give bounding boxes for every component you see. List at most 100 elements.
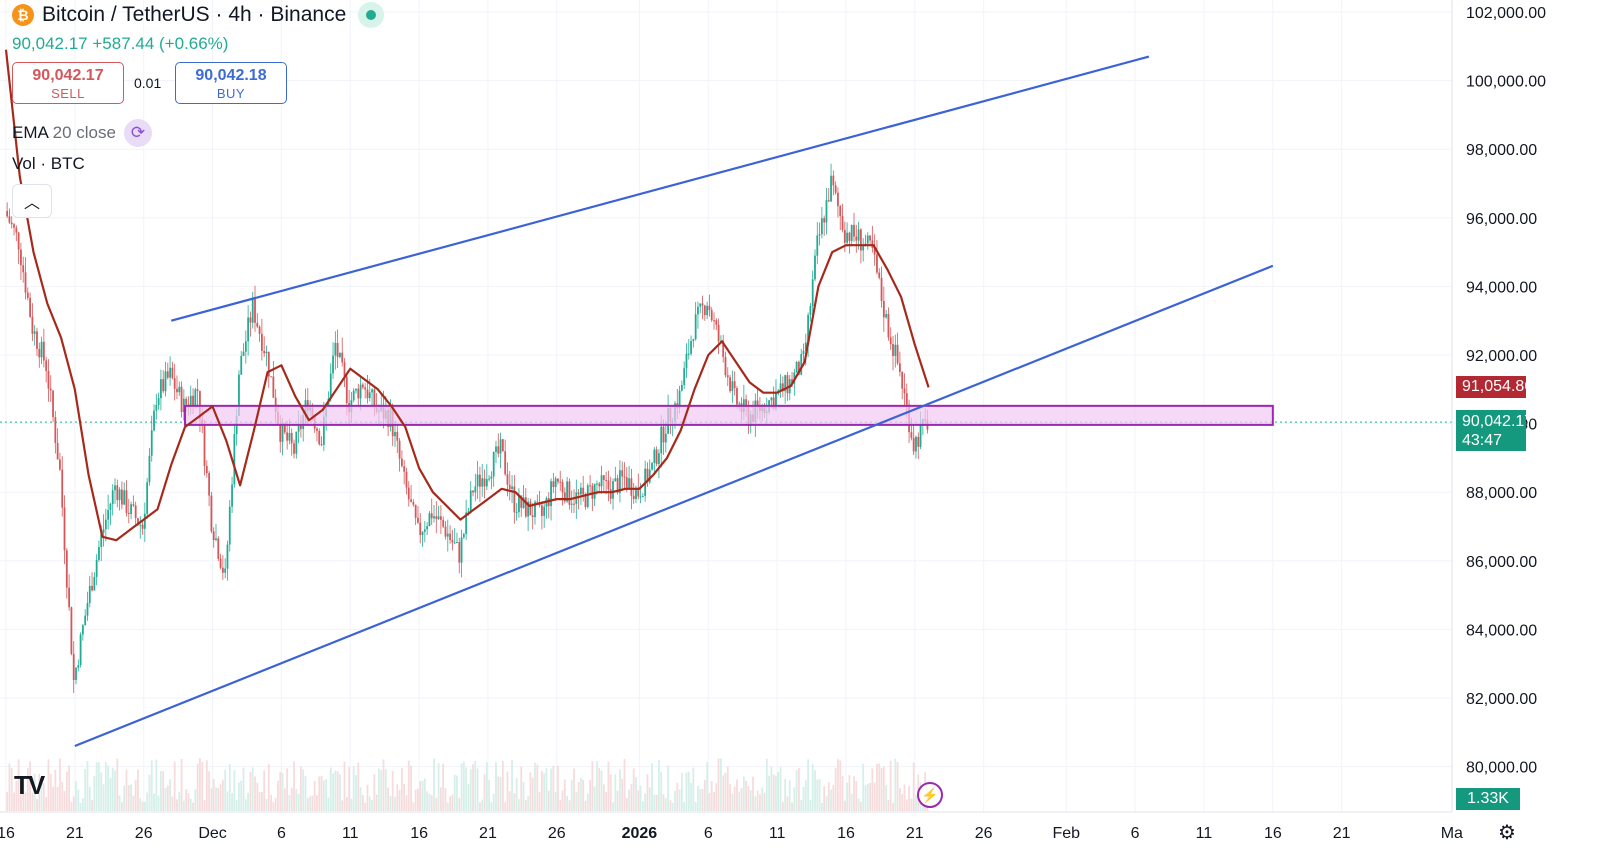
volume-bar	[270, 794, 272, 811]
collapse-legend-button[interactable]: ︿	[12, 184, 52, 218]
volume-bar	[277, 780, 279, 811]
volume-bar	[465, 767, 468, 811]
candle-body	[137, 518, 139, 525]
candle-body	[651, 463, 653, 470]
candle-body	[641, 496, 644, 498]
candle-body	[820, 218, 823, 235]
candle-body	[527, 501, 530, 517]
volume-bar	[306, 797, 309, 811]
volume-legend[interactable]: Vol · BTC	[12, 154, 85, 173]
volume-bar	[899, 787, 901, 811]
candle-body	[563, 492, 566, 502]
volume-bar	[559, 799, 562, 811]
candle-body	[899, 363, 901, 373]
sell-button[interactable]: 90,042.17 SELL	[12, 62, 124, 104]
refresh-icon[interactable]: ⟳	[123, 119, 152, 147]
candle-body	[476, 474, 479, 487]
volume-bar	[543, 773, 546, 811]
candle-body	[398, 440, 401, 459]
buy-button[interactable]: 90,042.18 BUY	[175, 62, 287, 104]
volume-bar	[297, 793, 300, 811]
volume-bar	[219, 784, 222, 811]
candle-body	[823, 218, 826, 223]
x-tick-label: 21	[479, 825, 497, 842]
symbol-header[interactable]: ₿ Bitcoin / TetherUS · 4h · Binance	[12, 2, 385, 28]
volume-bar	[596, 761, 598, 811]
volume-bar	[98, 762, 100, 811]
candle-body	[118, 489, 121, 501]
candle-body	[697, 306, 699, 315]
ema-line	[4, 49, 930, 542]
candle-body	[56, 443, 59, 460]
candle-body	[33, 331, 36, 334]
volume-bar	[31, 792, 34, 811]
volume-bar	[316, 795, 318, 811]
volume-bar	[52, 786, 54, 811]
volume-bar	[238, 782, 240, 811]
candle-body	[125, 490, 128, 513]
volume-bar	[45, 797, 48, 811]
volume-bar	[878, 763, 881, 811]
x-tick-label: 21	[906, 825, 924, 842]
volume-bar	[256, 782, 259, 811]
candle-body	[430, 513, 433, 519]
candle-body	[400, 458, 403, 467]
candle-body	[814, 255, 816, 280]
candle-body	[504, 451, 507, 475]
volume-bar	[199, 758, 201, 811]
candle-body	[205, 466, 208, 474]
volume-bar	[807, 759, 810, 811]
candle-body	[417, 517, 419, 523]
candle-body	[625, 477, 628, 489]
bitcoin-icon: ₿	[12, 4, 34, 26]
candle-body	[515, 512, 518, 514]
volume-bar	[474, 760, 477, 811]
candle-body	[456, 541, 458, 543]
candle-body	[61, 469, 64, 508]
volume-bar	[79, 802, 82, 811]
volume-bar	[100, 772, 103, 811]
volume-bar	[104, 761, 107, 811]
volume-bar	[600, 770, 603, 811]
volume-bar	[380, 770, 383, 811]
ema-params: 20 close	[52, 123, 116, 142]
candle-body	[134, 505, 137, 519]
candle-body	[109, 503, 112, 510]
volume-bar	[694, 802, 697, 811]
volume-bar	[740, 788, 743, 811]
lightning-icon[interactable]: ⚡	[917, 782, 943, 808]
volume-bar	[221, 779, 224, 811]
candle-body	[336, 342, 339, 357]
volume-bar	[61, 781, 64, 811]
volume-bar	[139, 798, 142, 811]
x-tick-label: 16	[410, 825, 428, 842]
volume-bar	[495, 762, 497, 811]
volume-bar	[320, 775, 323, 811]
volume-bar	[515, 778, 518, 811]
volume-bar	[407, 760, 410, 811]
y-tick-label: 98,000.00	[1466, 142, 1537, 159]
volume-bar	[692, 767, 695, 811]
candle-body	[81, 625, 84, 635]
candle-body	[614, 478, 617, 482]
volume-bar	[254, 776, 256, 811]
symbol-title[interactable]: Bitcoin / TetherUS · 4h · Binance	[42, 3, 347, 26]
candle-body	[114, 485, 116, 491]
settings-icon[interactable]: ⚙	[1498, 822, 1516, 844]
volume-bar	[430, 795, 433, 811]
candle-body	[912, 437, 915, 452]
volume-bar	[804, 780, 807, 811]
volume-bar	[497, 776, 500, 811]
volume-bar	[226, 791, 229, 811]
candle-body	[226, 544, 229, 569]
ema-legend[interactable]: EMA 20 close ⟳	[12, 119, 152, 147]
tradingview-logo[interactable]: TV	[14, 770, 45, 800]
volume-bar	[176, 799, 178, 811]
candle-body	[148, 455, 151, 483]
trendline	[74, 264, 1274, 748]
candle-body	[830, 175, 832, 202]
volume-bar	[859, 801, 862, 811]
volume-bar	[42, 783, 45, 811]
